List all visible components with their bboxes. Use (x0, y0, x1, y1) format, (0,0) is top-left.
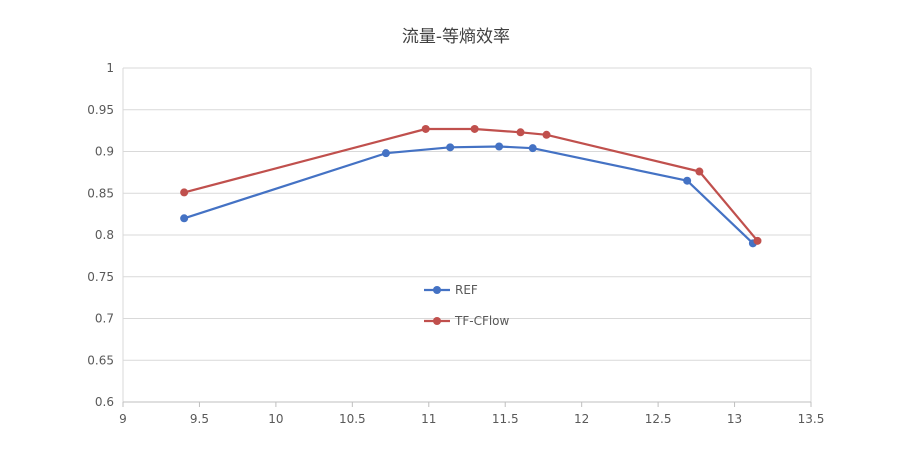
data-point (180, 188, 189, 197)
x-tick-label: 11.5 (492, 412, 519, 426)
y-tick-label: 0.65 (87, 353, 114, 367)
y-tick-label: 0.6 (95, 395, 114, 409)
x-tick-label: 11 (421, 412, 436, 426)
series-line (183, 145, 754, 245)
series-ref (180, 142, 757, 248)
legend-label: REF (455, 283, 478, 297)
data-point (695, 167, 704, 176)
x-tick-label: 9.5 (190, 412, 209, 426)
data-point (381, 149, 390, 158)
y-tick-label: 0.9 (95, 145, 114, 159)
chart-title: 流量-等熵效率 (402, 27, 510, 47)
x-tick-label: 12.5 (645, 412, 672, 426)
legend-item-tf-cflow: TF-CFlow (424, 314, 510, 328)
series-line (183, 127, 759, 242)
y-tick-label: 0.7 (95, 312, 114, 326)
y-tick-label: 0.75 (87, 270, 114, 284)
series-layer (180, 124, 762, 248)
x-tick-label: 10.5 (339, 412, 366, 426)
axes: 0.6 0.65 0.7 0.75 0.8 0.85 0.9 0.95 1 9 9.5 10 10.5 1… (87, 61, 824, 426)
data-point (528, 144, 537, 153)
legend: REF TF-CFlow (424, 283, 510, 328)
data-point (421, 124, 430, 133)
data-point (516, 128, 525, 137)
y-tick-label: 0.8 (95, 228, 114, 242)
y-tick-label: 0.85 (87, 186, 114, 200)
legend-label: TF-CFlow (454, 314, 510, 328)
x-tick-label: 13 (727, 412, 742, 426)
data-point (683, 176, 692, 185)
legend-item-ref: REF (424, 283, 478, 297)
x-tick-label: 10 (268, 412, 283, 426)
legend-marker (433, 286, 441, 294)
data-point (470, 124, 479, 133)
y-tick-label: 1 (106, 61, 114, 75)
data-point (542, 130, 551, 139)
x-tick-label: 9 (119, 412, 127, 426)
data-point (180, 214, 189, 223)
legend-marker (433, 317, 441, 325)
data-point (446, 143, 455, 152)
y-tick-label: 0.95 (87, 103, 114, 117)
data-point (753, 236, 762, 245)
x-tick-label: 13.5 (798, 412, 825, 426)
series-tf-cflow (180, 124, 762, 245)
x-tick-label: 12 (574, 412, 589, 426)
data-point (495, 142, 504, 151)
grid-lines (122, 67, 812, 402)
